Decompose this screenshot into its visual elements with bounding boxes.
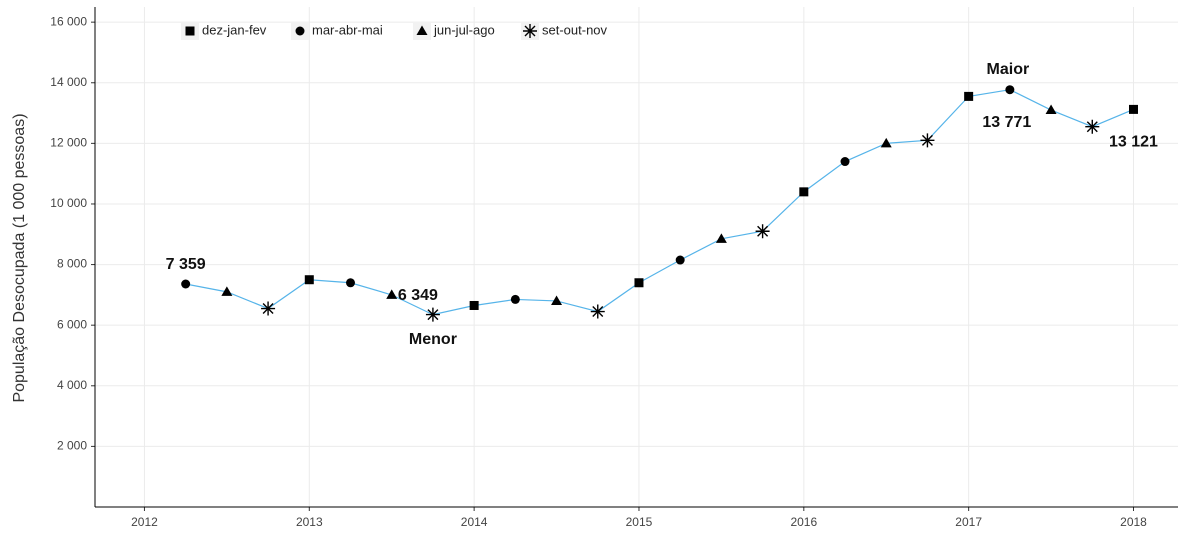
legend-marker [416, 25, 428, 35]
marker [551, 295, 563, 305]
value-label: 6 349 [398, 287, 438, 304]
marker [634, 278, 644, 288]
marker [675, 255, 685, 265]
marker [469, 300, 479, 310]
y-tick-label: 14 000 [50, 75, 87, 89]
marker [425, 307, 440, 322]
marker [346, 278, 356, 288]
annotation: Menor [409, 331, 457, 348]
y-tick-label: 4 000 [57, 378, 87, 392]
legend-marker [523, 24, 537, 38]
marker [1085, 119, 1100, 134]
marker [920, 133, 935, 148]
marker [261, 301, 276, 316]
x-tick-label: 2015 [626, 515, 653, 529]
y-tick-label: 16 000 [50, 14, 87, 28]
legend: dez-jan-fev mar-abr-mai jun-jul-ago set-out… [181, 22, 608, 40]
legend-label: jun-jul-ago [433, 22, 495, 37]
marker [1128, 104, 1138, 114]
y-tick-label: 8 000 [57, 257, 87, 271]
marker [386, 289, 398, 299]
value-label: 13 121 [1109, 134, 1158, 151]
data-line [185, 89, 1134, 316]
marker [880, 137, 892, 148]
legend-label: dez-jan-fev [202, 22, 267, 37]
marker [590, 304, 605, 319]
marker [181, 279, 191, 289]
y-tick-label: 12 000 [50, 136, 87, 150]
marker [1045, 104, 1057, 115]
marker [221, 286, 233, 296]
x-tick-label: 2017 [955, 515, 982, 529]
legend-marker [295, 26, 305, 36]
x-tick-label: 2013 [296, 515, 323, 529]
legend-label: set-out-nov [542, 22, 608, 37]
marker [964, 91, 974, 101]
y-tick-label: 2 000 [57, 439, 87, 453]
marker [755, 224, 770, 239]
marker [840, 157, 850, 167]
marker [304, 275, 314, 285]
y-tick-label: 10 000 [50, 196, 87, 210]
x-tick-label: 2018 [1120, 515, 1147, 529]
marker [510, 294, 520, 304]
y-axis-title: População Desocupada (1 000 pessoas) [11, 113, 28, 402]
annotation: Maior [987, 61, 1030, 78]
marker [1005, 85, 1015, 95]
x-tick-label: 2014 [461, 515, 488, 529]
value-label: 13 771 [982, 114, 1031, 131]
marker [715, 233, 727, 243]
legend-marker [185, 26, 195, 36]
marker [799, 187, 809, 197]
x-tick-label: 2012 [131, 515, 158, 529]
y-tick-label: 6 000 [57, 317, 87, 331]
value-label: 7 359 [166, 256, 206, 273]
legend-label: mar-abr-mai [312, 22, 383, 37]
x-tick-label: 2016 [790, 515, 817, 529]
